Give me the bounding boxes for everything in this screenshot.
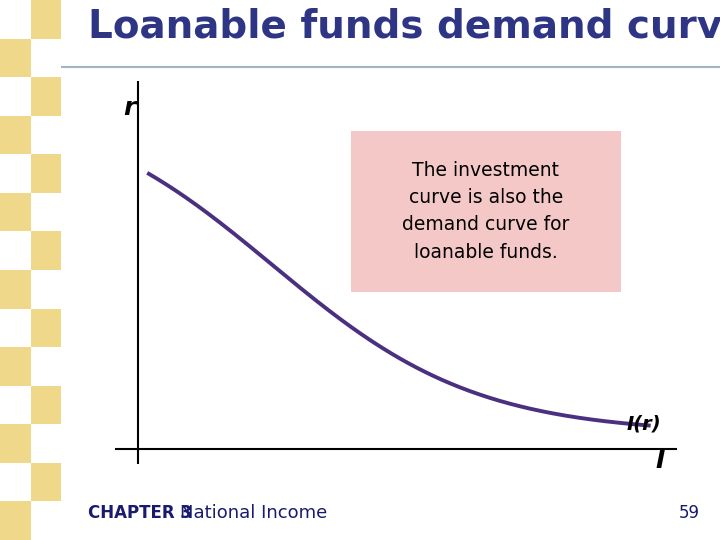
Text: Loanable funds demand curve: Loanable funds demand curve	[88, 8, 720, 46]
FancyBboxPatch shape	[351, 131, 621, 292]
Bar	[0, 424, 30, 463]
Bar	[30, 232, 61, 270]
Text: 59: 59	[679, 504, 701, 522]
Bar	[0, 502, 30, 540]
Text: r: r	[123, 96, 135, 120]
Text: I: I	[655, 449, 665, 472]
Bar	[30, 386, 61, 424]
Bar	[0, 347, 30, 386]
Text: I(r): I(r)	[626, 415, 661, 434]
Bar	[30, 77, 61, 116]
Text: CHAPTER 3: CHAPTER 3	[88, 504, 192, 522]
Bar	[0, 270, 30, 308]
Bar	[30, 0, 61, 38]
Bar	[0, 193, 30, 232]
Bar	[30, 308, 61, 347]
Bar	[0, 116, 30, 154]
Bar	[30, 154, 61, 193]
Text: National Income: National Income	[180, 504, 327, 522]
Bar	[0, 38, 30, 77]
Text: The investment
curve is also the
demand curve for
loanable funds.: The investment curve is also the demand …	[402, 161, 570, 262]
Bar	[30, 463, 61, 502]
